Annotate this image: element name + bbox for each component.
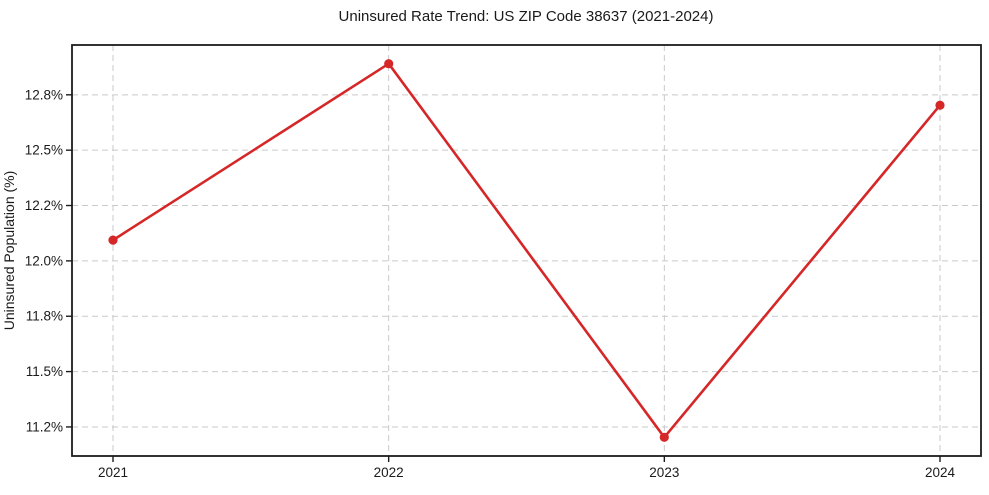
y-tick-label: 11.5% [26,364,63,379]
trend-line [111,62,942,439]
axis-tick-marks [66,94,941,462]
plot-border [71,44,982,457]
x-tick-label: 2024 [925,465,956,480]
y-tick-label: 12.5% [25,143,63,158]
data-points [108,59,945,442]
y-tick-label: 11.2% [26,419,63,434]
data-point-2022 [384,59,394,69]
y-tick-label: 11.8% [26,309,63,324]
chart-title: Uninsured Rate Trend: US ZIP Code 38637 … [339,8,714,25]
x-tick-label: 2022 [374,465,404,480]
x-tick-label: 2023 [649,465,679,480]
y-axis-label: Uninsured Population (%) [1,171,17,331]
y-tick-label: 12.0% [25,253,63,268]
y-tick-label: 12.8% [25,87,63,102]
x-tick-labels: 2021 2022 2023 2024 [98,465,956,480]
y-tick-labels: 12.8% 12.5% 12.2% 12.0% 11.8% 11.5% 11.2% [25,87,63,434]
data-point-2023 [659,432,669,442]
data-point-2021 [108,235,118,245]
data-point-2024 [935,100,945,110]
y-tick-label: 12.2% [25,198,63,213]
x-tick-label: 2021 [98,465,128,480]
gridlines [72,45,981,456]
